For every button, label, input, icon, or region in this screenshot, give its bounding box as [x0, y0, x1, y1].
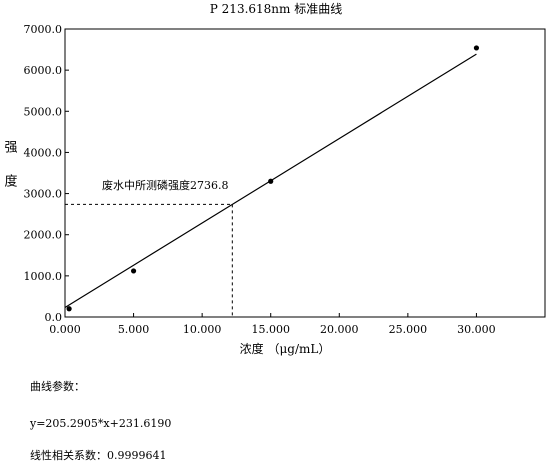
x-tick-label: 25.000	[389, 323, 428, 336]
x-tick-label: 30.000	[457, 323, 496, 336]
curve-equation: y=205.2905*x+231.6190	[30, 417, 172, 430]
y-tick-label: 3000.0	[24, 188, 63, 201]
chart-title: P 213.618nm 标准曲线	[210, 2, 342, 16]
x-tick-label: 0.000	[49, 323, 81, 336]
x-tick-label: 15.000	[251, 323, 290, 336]
y-tick-label: 7000.0	[24, 23, 63, 36]
y-tick-label: 4000.0	[24, 146, 63, 159]
y-tick-label: 6000.0	[24, 64, 63, 77]
y-axis-label-text: 强度	[2, 140, 18, 187]
curve-params-label: 曲线参数：	[30, 380, 85, 393]
y-axis-ticks: 0.0 1000.0 2000.0 3000.0 4000.0 5000.0 6000.0 7…	[24, 23, 69, 324]
x-tick-label: 5.000	[118, 323, 150, 336]
data-point	[473, 45, 480, 51]
data-point	[268, 178, 274, 184]
x-tick-label: 10.000	[183, 323, 222, 336]
y-tick-label: 2000.0	[24, 229, 63, 242]
x-axis-label: 浓度 （μg/mL）	[240, 341, 331, 356]
annotation-guides	[65, 203, 233, 317]
y-axis-label: 强度	[2, 140, 18, 187]
y-tick-label: 5000.0	[24, 105, 63, 118]
data-points	[66, 45, 480, 312]
y-tick-label: 0.0	[45, 311, 63, 324]
y-tick-label: 1000.0	[24, 270, 63, 283]
x-tick-label: 20.000	[320, 323, 359, 336]
calibration-chart: P 213.618nm 标准曲线 0.0 1000.0 2000.0 3000.0 40…	[2, 2, 546, 356]
correlation-coefficient: 线性相关系数：0.9999641	[30, 449, 167, 462]
data-point	[66, 306, 72, 312]
annotation-label: 废水中所测磷强度2736.8	[102, 178, 229, 192]
plot-area	[64, 28, 546, 318]
data-point	[130, 268, 137, 274]
x-axis-ticks: 0.000 5.000 10.000 15.000 20.000 25.000 30.000	[49, 313, 496, 336]
